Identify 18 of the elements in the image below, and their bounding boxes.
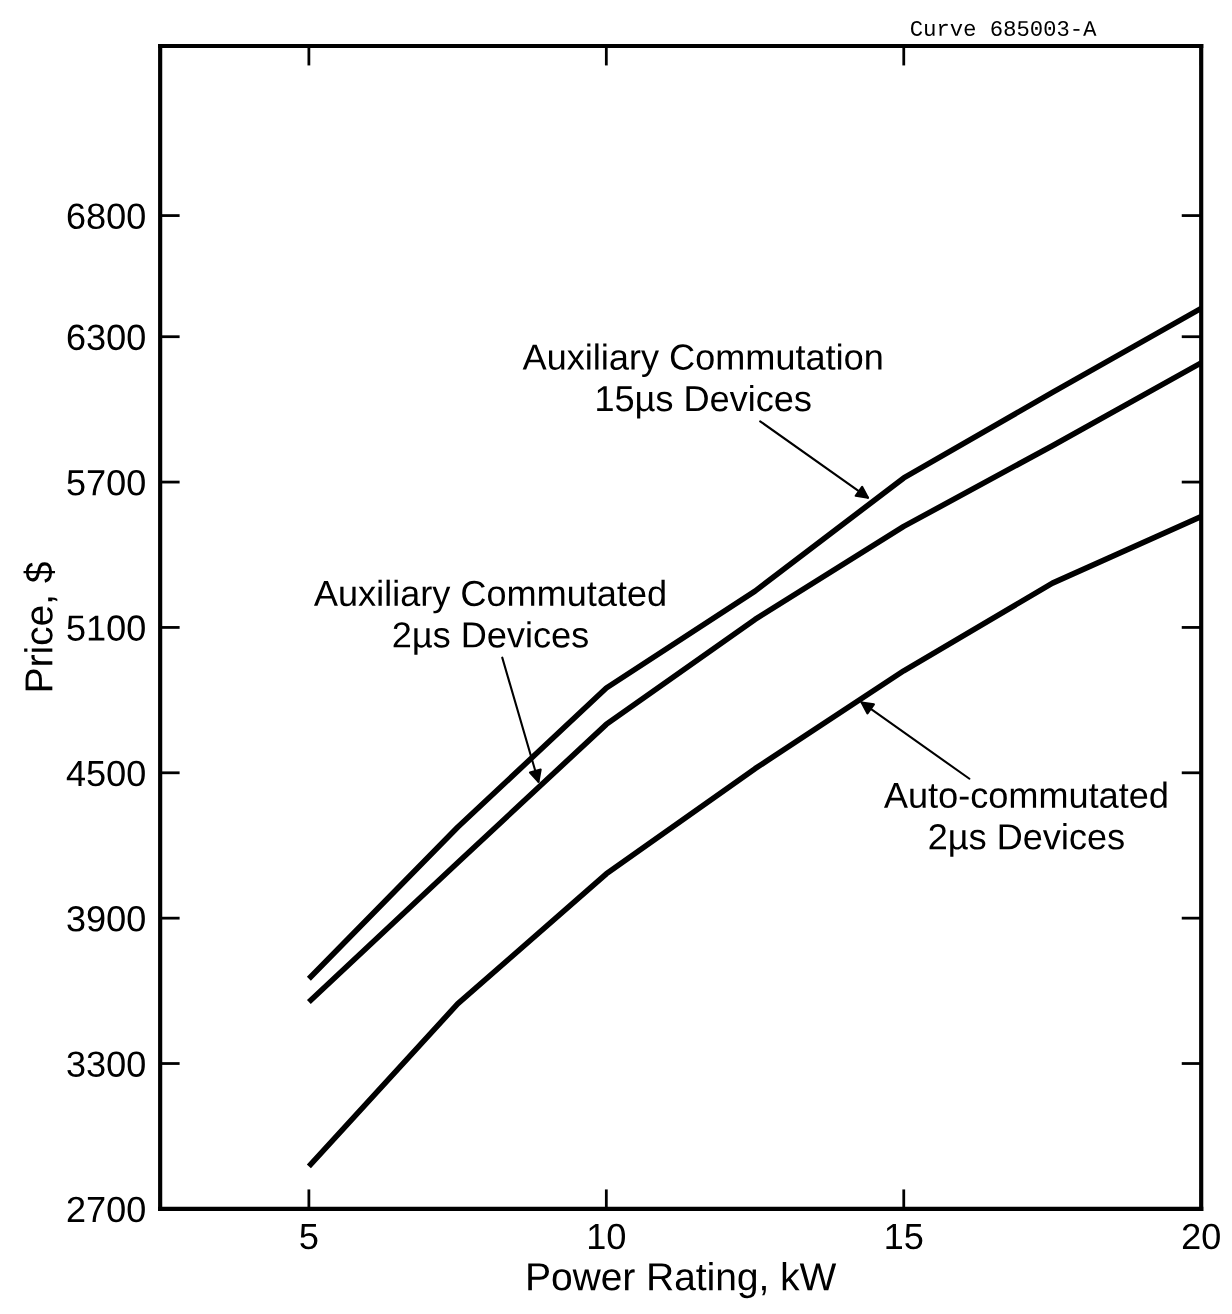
y-tick-label: 2700 — [67, 1196, 145, 1223]
y-tick-label: 3900 — [67, 906, 145, 932]
y-tick-label: 4500 — [66, 760, 145, 787]
y-tick-label: 3300 — [67, 1051, 145, 1077]
annotation: Auto-commutated 2µs Devices — [883, 781, 1167, 857]
y-tick-label: 5700 — [67, 469, 145, 496]
x-tick-label: 15 — [886, 1224, 923, 1250]
y-axis-title: Price, $ — [23, 562, 58, 691]
x-tick-label: 20 — [1182, 1223, 1220, 1250]
x-axis-title: Power Rating, kW — [528, 1261, 837, 1299]
x-tick-label: 10 — [588, 1223, 625, 1250]
annotation: Auxiliary Commutation 15µs Devices — [522, 343, 882, 419]
y-tick-label: 6800 — [67, 203, 145, 230]
x-tick-label: 5 — [300, 1224, 318, 1250]
y-tick-label: 5100 — [67, 615, 145, 641]
y-tick-label: 6300 — [67, 324, 145, 351]
text: Curve 685003-A — [910, 20, 1097, 37]
annotation: Auxiliary Commutated 2µs Devices — [313, 579, 665, 655]
